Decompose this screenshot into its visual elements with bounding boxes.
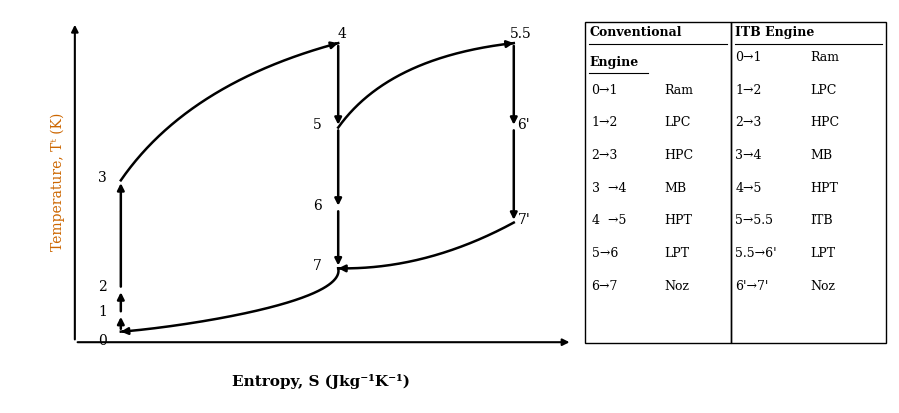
Text: HPT: HPT (811, 181, 839, 194)
Text: MB: MB (664, 181, 687, 194)
Text: 6': 6' (518, 118, 530, 132)
Text: 1→2: 1→2 (592, 116, 618, 129)
Text: 2: 2 (98, 279, 107, 293)
Text: Noz: Noz (811, 279, 835, 292)
Text: Ram: Ram (664, 83, 693, 96)
Text: 7: 7 (313, 258, 322, 272)
Text: 5.5→6': 5.5→6' (735, 247, 777, 260)
Text: 3  →4: 3 →4 (592, 181, 626, 194)
Bar (585, 23, 731, 343)
Text: HPT: HPT (664, 214, 692, 227)
Text: 0→1: 0→1 (735, 51, 761, 64)
Text: 5: 5 (313, 118, 322, 132)
Text: ITB Engine: ITB Engine (735, 26, 814, 39)
Text: Engine: Engine (589, 56, 638, 69)
Text: LPC: LPC (664, 116, 690, 129)
Text: 0→1: 0→1 (592, 83, 618, 96)
Text: LPT: LPT (664, 247, 690, 260)
Text: 0: 0 (98, 334, 107, 348)
Text: HPC: HPC (811, 116, 840, 129)
Text: 2→3: 2→3 (735, 116, 761, 129)
Text: Noz: Noz (664, 279, 690, 292)
Text: 4  →5: 4 →5 (592, 214, 626, 227)
Text: 1: 1 (98, 304, 107, 318)
Text: 6'→7': 6'→7' (735, 279, 769, 292)
Text: 6: 6 (313, 199, 322, 212)
Text: 7': 7' (518, 213, 530, 226)
Text: 3→4: 3→4 (735, 149, 761, 161)
Text: Ram: Ram (811, 51, 840, 64)
Text: LPC: LPC (811, 83, 837, 96)
Text: 5→5.5: 5→5.5 (735, 214, 773, 227)
Text: 3: 3 (98, 171, 107, 184)
Text: MB: MB (811, 149, 832, 161)
Text: 6→7: 6→7 (592, 279, 618, 292)
Text: 5.5: 5.5 (510, 26, 531, 40)
Text: ITB: ITB (811, 214, 833, 227)
Text: Conventional: Conventional (589, 26, 681, 39)
Text: 2→3: 2→3 (592, 149, 618, 161)
Text: 4: 4 (338, 26, 347, 40)
Text: HPC: HPC (664, 149, 693, 161)
Text: Entropy, S (Jkg⁻¹K⁻¹): Entropy, S (Jkg⁻¹K⁻¹) (233, 373, 411, 389)
Text: Temperature, Tᵗ (K): Temperature, Tᵗ (K) (51, 112, 66, 250)
Text: 5→6: 5→6 (592, 247, 618, 260)
Bar (731, 23, 886, 343)
Text: 4→5: 4→5 (735, 181, 761, 194)
Text: 1→2: 1→2 (735, 83, 761, 96)
Text: LPT: LPT (811, 247, 836, 260)
